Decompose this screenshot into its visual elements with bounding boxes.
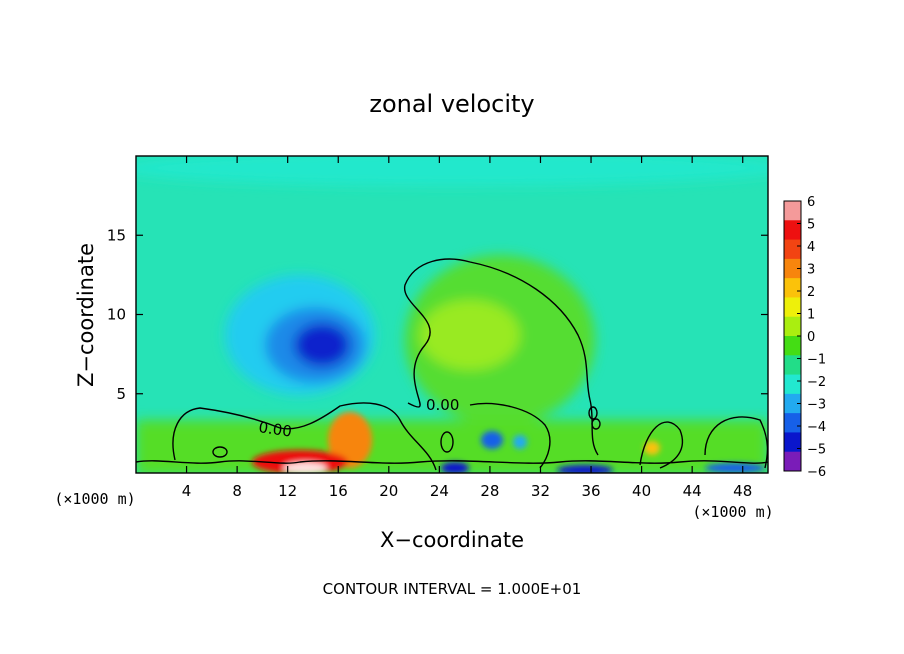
contour-small-ring-a [212,446,228,458]
x-tick-label: 44 [683,482,702,500]
field-region-negative-low-a [481,431,503,449]
x-tick-label: 12 [278,482,297,500]
field-region-negative-low-e [705,463,765,473]
colorbar-tick-label: −2 [807,375,826,390]
x-tick-label: 8 [232,482,242,500]
contour-surface-left [172,402,437,471]
x-tick-label: 20 [379,482,398,500]
x-axis-ticks: 4 8 12 16 20 24 28 32 36 40 44 48 [182,156,752,500]
contour-label-right: 0.00 [426,396,459,414]
x-tick-label: 24 [430,482,449,500]
colorbar-tick-label: 4 [807,240,815,255]
contour-small-ring-b [440,431,454,453]
x-tick-label: 28 [480,482,499,500]
zero-contours [136,258,768,471]
x-axis-label: X−coordinate [380,528,524,552]
colorbar-swatch [784,278,801,298]
y-tick-label: 5 [116,385,126,403]
chart-title: zonal velocity [369,90,534,118]
field-region-negative-low-d [557,465,613,473]
colorbar-swatch [784,316,801,337]
colorbar-tick-label: 0 [807,330,815,345]
colorbar-swatch [784,374,801,395]
field-region-negative-low-b [513,435,527,449]
velocity-field [136,156,768,473]
contour-small-ring-d [591,418,601,430]
colorbar-tick-label: −3 [807,398,826,413]
x-tick-label: 40 [632,482,651,500]
colorbar-tick-label: −6 [807,465,826,480]
colorbar-tick-label: 2 [807,285,815,300]
colorbar-swatch [784,451,801,472]
colorbar-tick-label: 5 [807,218,815,233]
colorbar-swatch [784,201,801,221]
y-tick-label: 15 [107,226,126,244]
colorbar-swatch [784,258,801,279]
colorbar-swatch [784,220,801,241]
contour-surface-floor [136,460,768,464]
x-tick-label: 4 [182,482,192,500]
colorbar-swatch [784,355,801,376]
colorbar-tick-label: 6 [807,195,815,210]
colorbar-swatch [784,393,801,414]
field-region-plume-core [420,300,520,370]
contour-surface-right-b [704,416,768,469]
field-region-negative-low-c [441,462,469,473]
contour-surface-right-a [639,421,684,469]
colorbar-swatch [784,432,801,453]
colorbar-swatch [784,239,801,260]
x-axis-unit-left: (×1000 m) [54,490,135,508]
colorbar-tick-label: −1 [807,353,826,368]
x-axis-unit-right: (×1000 m) [692,503,773,521]
contour-interval-note: CONTOUR INTERVAL = 1.000E+01 [323,580,582,598]
field-region-upper-band [136,156,768,186]
colorbar-swatch [784,413,801,433]
y-tick-label: 10 [107,306,126,324]
colorbar-tick-label: −5 [807,443,826,458]
contour-plume [404,258,599,456]
colorbar-tick-label: 3 [807,263,815,278]
field-region-positive-low-b [644,441,660,455]
colorbar-tick-label: 1 [807,308,815,323]
colorbar-swatch [784,336,801,356]
x-tick-label: 16 [329,482,348,500]
field-region-positive-max [283,462,327,473]
colorbar-tick-label: −4 [807,420,826,435]
contour-small-ring-c [588,406,598,420]
contour-surface-mid [469,402,551,469]
field-region-negative-core [294,323,350,367]
colorbar-swatch [784,297,801,318]
x-tick-label: 32 [531,482,550,500]
y-axis-ticks: 5 10 15 [107,226,768,403]
field-region-positive-low [328,412,372,468]
x-tick-label: 48 [733,482,752,500]
x-tick-label: 36 [581,482,600,500]
colorbar: 6 5 4 3 2 1 0 −1 −2 −3 −4 −5 −6 [783,195,826,480]
y-axis-label: Z−coordinate [74,243,98,387]
contour-label-left: 0.00 [257,418,293,440]
